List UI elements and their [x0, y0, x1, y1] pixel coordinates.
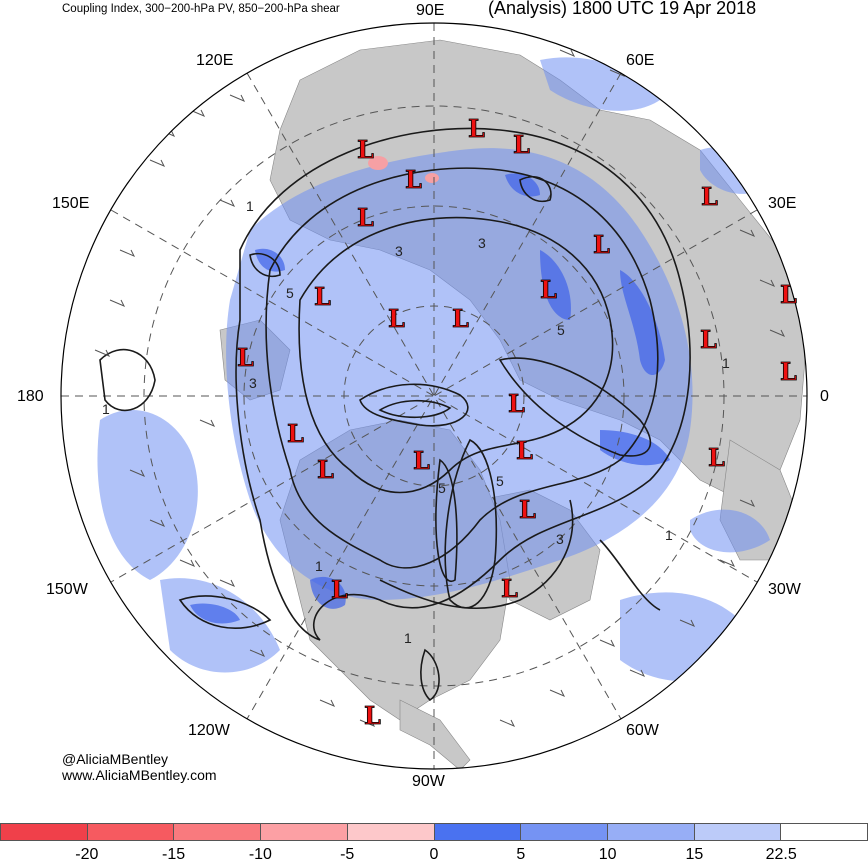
- low-marker: L: [708, 443, 725, 472]
- low-marker: L: [388, 304, 405, 333]
- colorbar-tick-label: 0: [429, 846, 439, 863]
- colorbar-tick-label: -20: [75, 846, 99, 863]
- lon-label-120e: 120E: [196, 52, 234, 69]
- low-marker: L: [513, 130, 530, 159]
- low-marker: L: [357, 203, 374, 232]
- valid-time: (Analysis) 1800 UTC 19 Apr 2018: [488, 0, 757, 18]
- colorbar-segment: [434, 823, 522, 841]
- colorbar-segment: [347, 823, 435, 841]
- low-marker: L: [780, 280, 797, 309]
- central-america: [399, 699, 471, 769]
- low-marker: L: [331, 575, 348, 604]
- meridians: [61, 23, 807, 769]
- low-marker: L: [516, 436, 533, 465]
- colorbar-tick-label: -15: [162, 846, 186, 863]
- low-marker: L: [452, 304, 469, 333]
- colorbar-tick-label: -10: [248, 846, 272, 863]
- contour-label: 3: [249, 375, 257, 391]
- contour-label: 5: [496, 473, 504, 489]
- colorbar-tick-label: 5: [516, 846, 526, 863]
- colorbar-tick-label: -5: [340, 846, 355, 863]
- lon-label-150w: 150W: [46, 581, 88, 598]
- colorbar-segment: [781, 823, 868, 841]
- contour-label: 3: [556, 531, 564, 547]
- contour-label: 1: [315, 558, 323, 574]
- contour-label: 5: [286, 285, 294, 301]
- colorbar-segment: [694, 823, 782, 841]
- website-credit: www.AliciaMBentley.com: [62, 767, 217, 783]
- low-marker: L: [364, 701, 381, 730]
- low-marker: L: [317, 455, 334, 484]
- shear-barbs: [94, 49, 786, 727]
- lon-label-0: 0: [820, 388, 829, 405]
- low-marker: L: [508, 389, 525, 418]
- lon-label-90e: 90E: [416, 2, 445, 19]
- low-marker: L: [700, 325, 717, 354]
- colorbar-tick-label: 10: [598, 846, 617, 863]
- lon-label-120w: 120W: [188, 722, 230, 739]
- lon-label-60e: 60E: [626, 52, 655, 69]
- contour-label: 5: [557, 322, 565, 338]
- globe-outline: [60, 22, 808, 770]
- lon-label-30e: 30E: [768, 195, 797, 212]
- low-marker: L: [701, 182, 718, 211]
- colorbar-segment: [174, 823, 262, 841]
- contour-label: 5: [438, 480, 446, 496]
- lon-label-90w: 90W: [412, 773, 445, 790]
- low-marker: L: [314, 282, 331, 311]
- low-marker: L: [287, 419, 304, 448]
- contour-labels: 1 5 3 3 3 1 5 1 5 5 3 1 1 1: [102, 198, 730, 646]
- lon-label-180: 180: [17, 388, 44, 405]
- low-marker: L: [780, 357, 797, 386]
- low-marker: L: [593, 230, 610, 259]
- low-marker: L: [540, 275, 557, 304]
- lon-label-60w: 60W: [626, 722, 659, 739]
- contour-label: 1: [404, 630, 412, 646]
- colorbar-tick-label: 22.5: [765, 846, 797, 863]
- author-credit: @AliciaMBentley: [62, 751, 169, 767]
- lon-label-30w: 30W: [768, 581, 801, 598]
- coupling-index-strong: [190, 173, 670, 624]
- contour-label: 1: [665, 527, 673, 543]
- map-title: Coupling Index, 300−200-hPa PV, 850−200-…: [62, 3, 340, 15]
- low-marker: L: [519, 495, 536, 524]
- colorbar-segment: [607, 823, 695, 841]
- contour-label: 3: [478, 235, 486, 251]
- contour-label: 1: [722, 355, 730, 371]
- pv-contours: [99, 127, 691, 702]
- lon-label-150e: 150E: [52, 195, 90, 212]
- low-marker: L: [468, 114, 485, 143]
- colorbar-segment: [87, 823, 175, 841]
- low-marker: L: [501, 574, 518, 603]
- colorbar-segment: [0, 823, 88, 841]
- low-marker: L: [405, 165, 422, 194]
- colorbar: [0, 823, 868, 843]
- contour-label: 3: [395, 243, 403, 259]
- low-marker: L: [413, 446, 430, 475]
- contour-label: 1: [102, 401, 110, 417]
- coupling-index-negative: [368, 156, 439, 183]
- low-marker: L: [237, 343, 254, 372]
- coupling-index-shading: [97, 57, 770, 682]
- colorbar-segment: [521, 823, 608, 841]
- colorbar-tick-label: 15: [685, 846, 704, 863]
- colorbar-segment: [261, 823, 348, 841]
- contour-label: 1: [246, 198, 254, 214]
- low-marker: L: [357, 135, 374, 164]
